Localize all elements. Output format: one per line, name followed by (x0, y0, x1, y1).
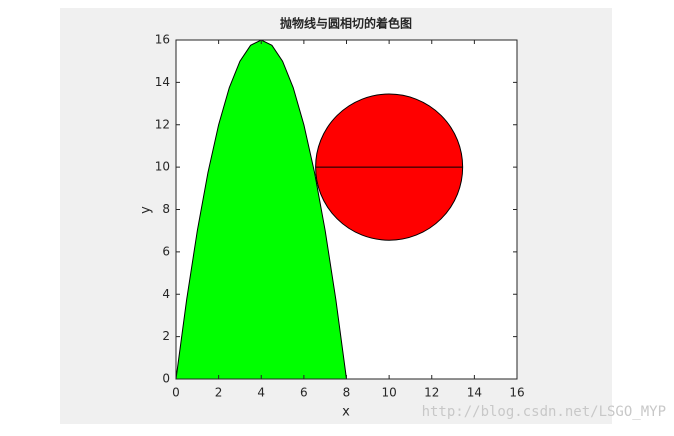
y-tick-label: 10 (155, 160, 170, 174)
y-tick-label: 14 (155, 75, 170, 89)
x-tick-label: 12 (424, 386, 439, 400)
x-tick-label: 6 (300, 386, 308, 400)
x-tick-label: 8 (343, 386, 351, 400)
chart-title: 抛物线与圆相切的着色图 (280, 16, 412, 31)
x-tick-label: 4 (257, 386, 265, 400)
x-tick-label: 10 (381, 386, 396, 400)
x-tick-label: 0 (172, 386, 180, 400)
y-tick-label: 16 (155, 33, 170, 47)
x-tick-label: 14 (467, 386, 482, 400)
y-tick-label: 2 (162, 329, 170, 343)
y-tick-label: 4 (162, 287, 170, 301)
x-tick-label: 2 (215, 386, 223, 400)
y-tick-label: 8 (162, 202, 170, 216)
y-axis-label: y (139, 206, 154, 214)
x-axis-label: x (342, 405, 350, 420)
y-tick-label: 6 (162, 244, 170, 258)
y-tick-label: 12 (155, 117, 170, 131)
area (175, 39, 348, 380)
y-tick-label: 0 (162, 372, 170, 386)
x-tick-label: 16 (509, 386, 524, 400)
watermark: http://blog.csdn.net/LSGO_MYP (422, 404, 666, 420)
